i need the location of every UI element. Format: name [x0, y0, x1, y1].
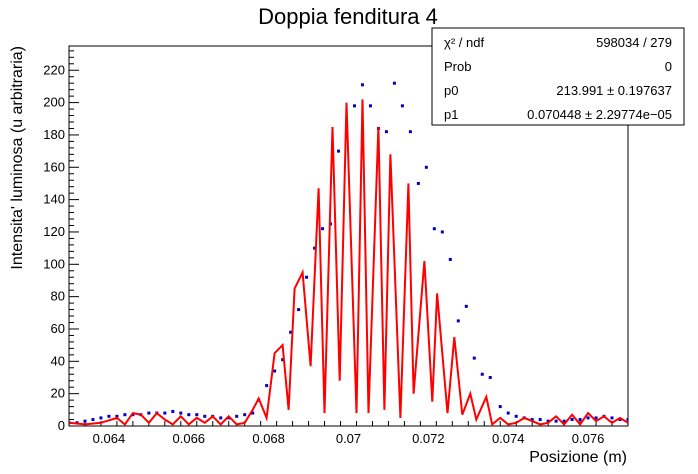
- y-tick-label: 160: [43, 159, 65, 174]
- data-point: [570, 418, 574, 422]
- data-point: [195, 413, 199, 417]
- data-point: [626, 418, 628, 422]
- data-point: [448, 257, 452, 261]
- data-point: [251, 411, 255, 415]
- y-tick-label: 200: [43, 95, 65, 110]
- data-point: [514, 414, 518, 418]
- data-point: [321, 227, 325, 231]
- stats-label: p1: [444, 107, 458, 122]
- data-point: [506, 411, 510, 415]
- data-point: [115, 414, 119, 418]
- series-layer: [69, 81, 628, 426]
- data-point: [432, 227, 436, 231]
- data-point: [313, 246, 317, 250]
- data-point: [392, 81, 396, 85]
- stats-value: 213.991 ± 0.197637: [556, 83, 672, 98]
- fit-line: [69, 99, 628, 426]
- data-point: [179, 411, 183, 415]
- data-point: [400, 104, 404, 108]
- data-point: [408, 130, 412, 134]
- data-point: [488, 375, 492, 379]
- data-point: [530, 418, 534, 422]
- chart-title: Doppia fenditura 4: [258, 4, 438, 29]
- y-axis: 0 20 40 60 80 100 120 140 160 180 200 220: [43, 50, 79, 433]
- data-point: [416, 181, 420, 185]
- data-point: [235, 414, 239, 418]
- data-point: [440, 230, 444, 234]
- data-point: [594, 416, 598, 420]
- x-tick-label: 0.072: [412, 431, 445, 446]
- data-point: [472, 356, 476, 360]
- data-point: [99, 416, 103, 420]
- data-point: [562, 419, 566, 423]
- x-tick-label: 0.074: [492, 431, 525, 446]
- stats-label: χ² / ndf: [444, 35, 484, 50]
- data-point: [538, 418, 542, 422]
- data-point: [586, 416, 590, 420]
- data-point: [610, 416, 614, 420]
- y-tick-label: 120: [43, 224, 65, 239]
- data-point: [618, 418, 622, 422]
- x-axis: 0.064 0.066 0.068 0.07 0.072 0.074 0.076: [68, 421, 629, 446]
- y-tick-label: 140: [43, 192, 65, 207]
- y-tick-label: 20: [51, 386, 65, 401]
- stats-box-frame: [431, 27, 685, 126]
- y-tick-label: 60: [51, 321, 65, 336]
- data-point: [368, 104, 372, 108]
- stats-value: 0.070448 ± 2.29774e−05: [527, 107, 672, 122]
- data-point: [83, 419, 87, 423]
- data-point: [337, 149, 341, 153]
- data-point: [243, 413, 247, 417]
- x-tick-label: 0.064: [93, 431, 126, 446]
- data-point: [464, 304, 468, 308]
- stats-label: Prob: [444, 59, 471, 74]
- data-point: [384, 130, 388, 134]
- y-tick-label: 180: [43, 127, 65, 142]
- data-point: [424, 165, 428, 169]
- data-point: [273, 369, 277, 373]
- data-point: [107, 414, 111, 418]
- x-tick-label: 0.068: [252, 431, 285, 446]
- x-axis-label: Posizione (m): [529, 449, 627, 466]
- data-point: [352, 104, 356, 108]
- data-point: [265, 384, 269, 388]
- data-point: [456, 319, 460, 323]
- data-point: [498, 405, 502, 409]
- y-tick-label: 220: [43, 62, 65, 77]
- stats-label: p0: [444, 83, 458, 98]
- data-point: [297, 308, 301, 312]
- data-point: [227, 416, 231, 420]
- data-point: [219, 416, 223, 420]
- data-point: [360, 83, 364, 87]
- y-tick-label: 80: [51, 289, 65, 304]
- stats-value: 598034 / 279: [596, 35, 672, 50]
- data-point: [147, 411, 151, 415]
- data-point: [305, 275, 309, 279]
- stats-box: χ² / ndf 598034 / 279 Prob 0 p0 213.991 ± 0.1…: [431, 27, 685, 126]
- data-point: [281, 358, 285, 362]
- data-point: [546, 419, 550, 423]
- plot-frame: [68, 45, 629, 427]
- x-tick-label: 0.07: [336, 431, 361, 446]
- y-tick-label: 100: [43, 256, 65, 271]
- data-point: [171, 409, 175, 413]
- data-point: [187, 413, 191, 417]
- y-axis-label: Intensita' luminosa (u arbitraria): [9, 46, 26, 270]
- data-point: [163, 411, 167, 415]
- data-point: [289, 330, 293, 334]
- data-point: [554, 419, 558, 423]
- stats-value: 0: [665, 59, 672, 74]
- data-point: [578, 418, 582, 422]
- x-tick-label: 0.076: [572, 431, 605, 446]
- y-tick-label: 0: [58, 418, 65, 433]
- x-tick-label: 0.066: [173, 431, 206, 446]
- data-point: [91, 418, 95, 422]
- data-point: [203, 414, 207, 418]
- data-point: [480, 372, 484, 376]
- data-point: [123, 413, 127, 417]
- y-tick-label: 40: [51, 353, 65, 368]
